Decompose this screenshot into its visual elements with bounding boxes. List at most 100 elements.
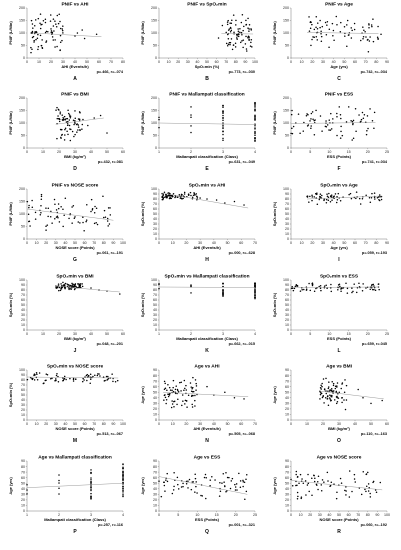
data-point xyxy=(34,218,37,220)
data-point xyxy=(33,379,36,381)
data-point xyxy=(62,119,64,122)
data-point xyxy=(244,498,246,500)
data-point xyxy=(62,32,64,34)
stat-annotation: p=.000, r=-.628 xyxy=(229,251,255,255)
y-tick-label: 10 xyxy=(153,413,157,417)
data-point xyxy=(36,37,39,39)
data-point xyxy=(331,389,333,392)
data-point xyxy=(69,377,71,380)
data-point xyxy=(234,483,236,486)
data-point xyxy=(254,136,256,139)
y-tick-label: 150 xyxy=(151,19,157,23)
y-tick-label: 70 xyxy=(285,202,289,206)
panel-b: PNIF vs SpO₂min 0 10 20 30 40 50 60 70 80 90 100 0 50… xyxy=(140,2,258,83)
data-point xyxy=(167,195,170,197)
x-tick-label: 100 xyxy=(120,422,126,426)
data-point xyxy=(199,197,201,199)
data-point xyxy=(320,490,323,492)
x-axis-label: Mallampati classification (Class) xyxy=(44,517,106,522)
data-point xyxy=(173,472,175,474)
y-tick-label: 100 xyxy=(151,31,157,35)
data-point xyxy=(254,108,256,110)
data-point xyxy=(83,37,86,40)
data-point xyxy=(56,45,58,48)
data-point xyxy=(224,202,226,204)
data-point xyxy=(59,34,62,37)
data-point xyxy=(292,125,295,128)
data-point xyxy=(328,28,331,30)
y-tick-label: 50 xyxy=(153,390,157,394)
data-point xyxy=(337,397,340,399)
data-point xyxy=(81,285,84,288)
data-point xyxy=(185,389,187,391)
data-point xyxy=(347,106,350,108)
data-point xyxy=(365,133,368,136)
data-point xyxy=(35,38,37,41)
data-point xyxy=(225,491,227,493)
y-tick-label: 90 xyxy=(285,283,289,287)
data-point xyxy=(233,397,236,399)
x-tick-label: 50 xyxy=(73,241,77,245)
data-point xyxy=(44,31,47,34)
data-point xyxy=(235,483,238,485)
x-tick-label: 50 xyxy=(337,513,341,517)
data-point xyxy=(228,476,230,479)
data-point xyxy=(90,480,92,483)
data-point xyxy=(374,198,376,200)
y-tick-label: 70 xyxy=(21,293,25,297)
data-point xyxy=(316,31,319,34)
y-tick-label: 50 xyxy=(285,303,289,307)
data-point xyxy=(336,199,339,201)
data-point xyxy=(352,137,355,139)
data-point xyxy=(175,385,177,387)
chart-title: PNIF vs Age xyxy=(325,2,353,8)
y-tick-label: 90 xyxy=(153,459,157,463)
data-point xyxy=(239,480,242,482)
data-point xyxy=(329,484,332,487)
data-point xyxy=(332,29,335,32)
data-point xyxy=(26,378,29,381)
data-point xyxy=(76,131,78,133)
data-point xyxy=(47,215,49,218)
y-axis-label: PNIF (L/Min) xyxy=(272,21,277,45)
data-point xyxy=(62,116,64,119)
y-tick-label: 30 xyxy=(153,222,157,226)
data-point xyxy=(374,289,377,291)
x-tick-label: 0 xyxy=(158,241,160,245)
data-point xyxy=(112,380,114,383)
data-point xyxy=(172,390,175,393)
data-point xyxy=(40,44,43,47)
y-tick-label: 80 xyxy=(153,374,157,378)
data-point xyxy=(74,283,77,285)
data-point xyxy=(364,488,366,491)
data-point xyxy=(73,288,76,291)
data-point xyxy=(222,126,224,128)
panel-letter: K xyxy=(205,348,209,354)
data-point xyxy=(185,483,188,485)
data-point xyxy=(222,104,224,107)
x-tick-label: 10 xyxy=(171,241,175,245)
data-point xyxy=(339,200,342,202)
y-axis-label: PNIF (L/Min) xyxy=(8,111,13,135)
data-point xyxy=(163,481,165,484)
data-point xyxy=(57,283,60,285)
y-tick-label: 30 xyxy=(21,403,25,407)
data-point xyxy=(181,394,184,396)
data-point xyxy=(248,30,250,32)
y-tick-label: 40 xyxy=(21,308,25,312)
data-point xyxy=(56,14,59,17)
data-point xyxy=(359,121,362,123)
data-point xyxy=(222,285,224,288)
x-tick-label: 4 xyxy=(122,513,124,517)
data-point xyxy=(309,289,311,292)
data-point xyxy=(351,29,353,32)
y-tick-label: 100 xyxy=(151,187,157,191)
data-point xyxy=(351,120,354,123)
y-tick-label: 200 xyxy=(19,96,25,100)
data-point xyxy=(369,288,371,290)
data-point xyxy=(351,490,353,493)
data-point xyxy=(47,207,50,209)
data-point xyxy=(164,396,167,399)
data-point xyxy=(304,480,307,482)
data-point xyxy=(365,36,367,38)
